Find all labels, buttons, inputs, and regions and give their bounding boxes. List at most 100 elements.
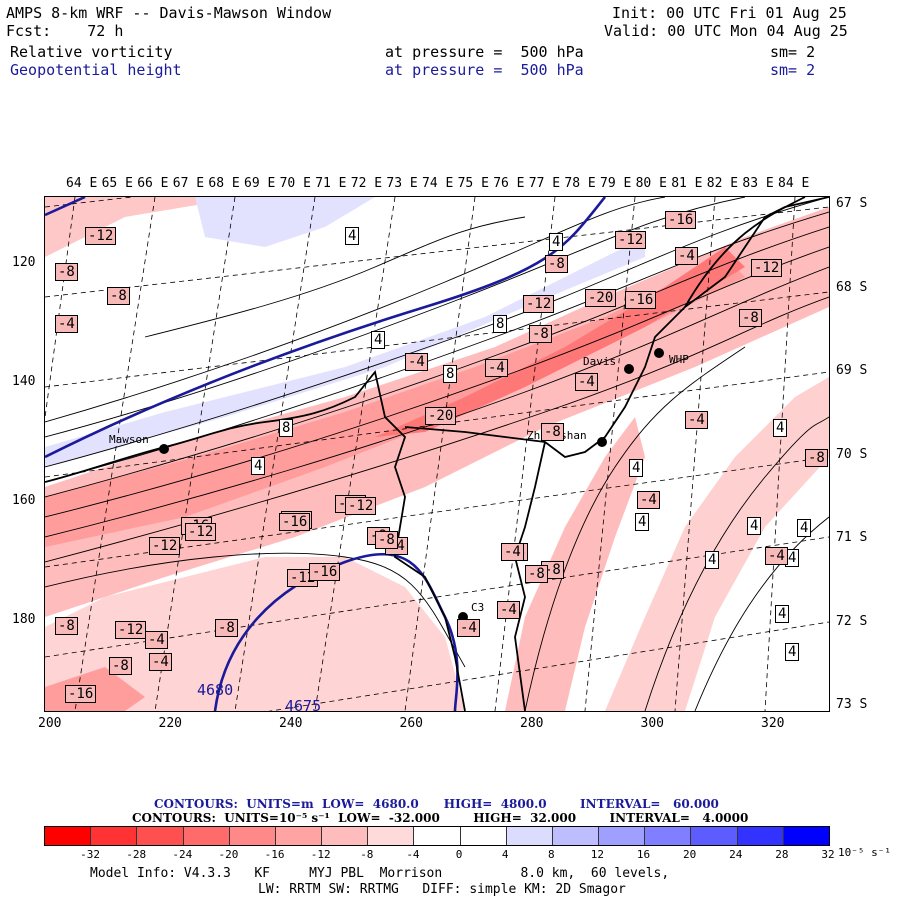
color-bar-label: -20 [218,848,239,861]
contour-label: -4 [575,373,598,391]
vort-shade-band-3 [45,257,745,547]
y-label: 120 [12,255,36,270]
field1-name: Relative vorticity [10,43,173,61]
contour-label: 4 [635,513,650,531]
contour-label: 4 [549,233,564,251]
color-bar-label: 24 [729,848,743,861]
color-bar-label: -8 [360,848,374,861]
lon-label: 71 E [315,176,347,191]
contour-label: -4 [497,601,520,619]
vort-shade-band-7 [505,417,645,711]
color-bar-swatch [783,827,829,845]
lon-label: 81 E [671,176,703,191]
color-bar-swatch [645,827,692,845]
color-bar-swatch [229,827,276,845]
contour-label: 4 [785,643,800,661]
contour-label: -8 [739,309,762,327]
contour-label: 4 [629,459,644,477]
height-label-4675: 4675 [285,697,322,715]
color-bar-label: -28 [126,848,147,861]
color-bar-swatch [506,827,553,845]
lon-label: 66 E [137,176,169,191]
lon-label: 65 E [101,176,133,191]
lon-label: 80 E [635,176,667,191]
lon-label: 83 E [742,176,774,191]
color-bar-label: 8 [547,848,555,861]
lon-label: 73 E [386,176,418,191]
color-bar-unit: 10⁻⁵ s⁻¹ [838,846,891,859]
lon-label: 78 E [564,176,596,191]
davis-marker [624,364,634,374]
contour-label: -4 [637,491,660,509]
contour-label: 8 [279,419,294,437]
color-bar-label: 32 [821,848,835,861]
color-bar-swatch [552,827,600,845]
plot-title: AMPS 8-km WRF -- Davis-Mawson Window [6,4,332,22]
x-label: 260 [399,716,423,731]
contour-label: -12 [287,569,319,587]
place-label-mawson: Mawson [109,433,149,446]
contour-label: -16 [279,513,311,531]
contour-label: -20 [425,407,457,425]
vort-shade-band-10 [195,197,375,247]
field2-level: at pressure = 500 hPa [385,61,584,79]
contour-label: 4 [797,519,812,537]
contour-label: -4 [675,247,698,265]
contour-label: 4 [705,551,720,569]
contour-label: -8 [805,449,828,467]
contour-label: -16 [309,563,341,581]
contour-label: -8 [215,619,238,637]
contour-info-vorticity: CONTOURS: UNITS=10⁻⁵ s⁻¹ LOW= -32.000 HI… [132,811,749,825]
lat-label: 71 S [836,530,868,545]
x-label: 320 [761,716,785,731]
place-label-davis: Davis [583,355,617,368]
x-label: 200 [38,716,62,731]
contour-label: -8 [55,263,78,281]
lat-label: 67 S [836,196,868,211]
lon-label: 68 E [208,176,240,191]
contour-label: -4 [149,653,172,671]
lon-label: 76 E [493,176,525,191]
x-label: 220 [158,716,182,731]
contour-label: -4 [501,543,524,561]
field1-level: at pressure = 500 hPa [385,43,584,61]
vorticity-contours [45,197,829,711]
contour-label: -20 [585,289,617,307]
lat-label: 73 S [836,697,868,712]
init-time: Init: 00 UTC Fri 01 Aug 25 [612,4,847,22]
contour-label: -16 [625,291,657,309]
contour-label: -8 [109,657,132,675]
color-bar-swatch [599,827,646,845]
x-label: 300 [640,716,664,731]
y-label: 180 [12,612,36,627]
lat-label: 72 S [836,613,868,629]
graticule [45,197,829,711]
color-bar-swatch [137,827,184,845]
valid-time: Valid: 00 UTC Mon 04 Aug 25 [604,22,848,40]
contour-label: -12 [523,295,555,313]
lon-label: 75 E [457,176,489,191]
vort-shade-band-8 [605,377,829,711]
lat-label: 69 S [836,363,868,378]
color-bar-swatch [414,827,461,845]
mawson-marker [159,444,169,454]
color-bar-swatch [45,827,92,845]
contour-label: 4 [785,549,800,567]
contour-label: -4 [685,411,708,429]
model-info-line2: LW: RRTM SW: RRTMG DIFF: simple KM: 2D S… [258,882,626,897]
contour-label: -8 [55,617,78,635]
contour-label: -16 [665,211,697,229]
contour-label: -4 [485,359,508,377]
color-bar [44,826,830,846]
lon-label: 70 E [279,176,311,191]
color-bar-swatch [460,827,507,845]
lon-label: 64 E [66,176,98,191]
contour-label: -12 [85,227,117,245]
color-bar-swatch [275,827,323,845]
contour-label: -8 [541,423,564,441]
whp-marker [654,348,664,358]
lon-label: 67 E [172,176,205,191]
color-bar-swatch [183,827,230,845]
color-bar-label: -24 [172,848,193,861]
color-bar-label: 20 [683,848,697,861]
